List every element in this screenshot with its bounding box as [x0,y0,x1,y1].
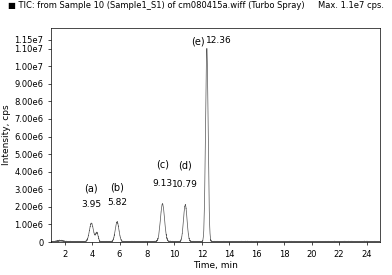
X-axis label: Time, min: Time, min [193,262,238,270]
Text: (e): (e) [191,37,204,46]
Text: ■ TIC: from Sample 10 (Sample1_S1) of cm080415a.wiff (Turbo Spray): ■ TIC: from Sample 10 (Sample1_S1) of cm… [8,1,305,10]
Text: 12.36: 12.36 [206,36,232,45]
Text: (b): (b) [110,182,124,192]
Text: (d): (d) [178,161,192,171]
Text: 10.79: 10.79 [172,180,198,189]
Text: 5.82: 5.82 [107,198,127,207]
Text: (c): (c) [156,160,169,170]
Y-axis label: Intensity, cps: Intensity, cps [2,104,11,165]
Text: Max. 1.1e7 cps.: Max. 1.1e7 cps. [318,1,384,10]
Text: (a): (a) [85,183,98,194]
Text: 3.95: 3.95 [82,200,102,208]
Text: 9.13: 9.13 [152,179,172,188]
